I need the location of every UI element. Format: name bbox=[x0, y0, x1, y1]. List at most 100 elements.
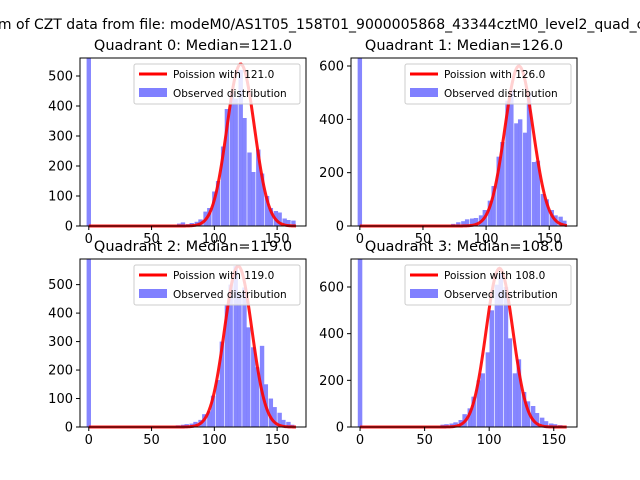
subplot-title: Quadrant 0: Median=121.0 bbox=[94, 38, 292, 54]
y-tick-label: 400 bbox=[48, 100, 73, 115]
histogram-bar bbox=[247, 152, 252, 226]
histogram-bar bbox=[503, 287, 509, 427]
histogram-bar bbox=[464, 219, 470, 226]
histogram-bar bbox=[286, 421, 291, 427]
histogram-bar bbox=[485, 352, 491, 427]
histogram-bar bbox=[268, 208, 274, 226]
axes-frame bbox=[79, 258, 307, 428]
legend-label-observed: Observed distribution bbox=[173, 88, 287, 100]
bars bbox=[86, 58, 296, 226]
histogram-bar bbox=[539, 417, 545, 427]
histogram-bar bbox=[282, 218, 287, 226]
legend-label-observed: Observed distribution bbox=[444, 289, 558, 301]
x-tick-label: 100 bbox=[202, 232, 227, 247]
histogram-bar bbox=[467, 408, 473, 427]
y-tick-label: 500 bbox=[48, 70, 73, 85]
subplot-title: Quadrant 2: Median=119.0 bbox=[94, 239, 292, 255]
histogram-bar bbox=[286, 220, 291, 226]
histogram-bar bbox=[469, 218, 475, 226]
histogram-bar bbox=[480, 373, 485, 427]
histogram-bar bbox=[535, 160, 541, 226]
x-tick-label: 50 bbox=[143, 232, 160, 247]
subplot-quadrant-2: 0 50 100 150 0 100 200 300 400 500 Quadrant 2: Med… bbox=[48, 239, 307, 448]
legend-bar-swatch bbox=[410, 289, 438, 298]
legend-label-fit: Poission with 108.0 bbox=[444, 270, 545, 282]
histogram-bar bbox=[558, 216, 563, 226]
histogram-bar bbox=[229, 92, 235, 226]
histogram-bar bbox=[233, 266, 238, 427]
histogram-bar bbox=[256, 149, 261, 226]
histogram-bar bbox=[86, 259, 91, 427]
legend-box bbox=[133, 264, 301, 306]
subplot-title: Quadrant 3: Median=108.0 bbox=[365, 239, 563, 255]
histogram-bar bbox=[228, 284, 233, 427]
histogram-bar bbox=[498, 273, 504, 427]
subplot-title: Quadrant 1: Median=126.0 bbox=[365, 38, 563, 54]
x-tick-label: 100 bbox=[477, 433, 502, 448]
axes-frame bbox=[79, 57, 307, 227]
subplot-quadrant-0: 0 50 100 150 0 100 200 300 400 500 Quadrant 0: Med… bbox=[48, 38, 307, 247]
histogram-bar bbox=[357, 259, 363, 427]
histogram-bar bbox=[456, 222, 461, 226]
x-tick-label: 150 bbox=[265, 433, 290, 448]
histogram-bar bbox=[494, 284, 500, 427]
histogram-bar bbox=[210, 395, 216, 427]
histogram-bar bbox=[277, 212, 282, 226]
y-tick-label: 0 bbox=[336, 220, 344, 235]
histogram-bar bbox=[224, 109, 230, 226]
histogram-bar bbox=[251, 172, 256, 226]
histogram-bar bbox=[461, 221, 466, 226]
histogram-bar bbox=[220, 146, 226, 226]
legend: Poission with 126.0 Observed distribution bbox=[404, 63, 572, 105]
y-tick-label: 200 bbox=[319, 374, 344, 389]
legend-label-fit: Poission with 119.0 bbox=[173, 270, 274, 282]
histogram-bar bbox=[242, 287, 247, 427]
histogram-bar bbox=[507, 338, 513, 427]
x-tick-label: 0 bbox=[356, 433, 364, 448]
histogram-bar bbox=[212, 191, 217, 226]
histogram-bar bbox=[242, 118, 247, 226]
histogram-bar bbox=[517, 119, 523, 226]
histogram-bar bbox=[233, 98, 238, 226]
axes-frame bbox=[350, 258, 578, 428]
histogram-bar bbox=[471, 396, 476, 427]
histogram-bar bbox=[277, 412, 282, 427]
histogram-bar bbox=[523, 132, 528, 226]
histogram-bar bbox=[272, 407, 277, 427]
histogram-bar bbox=[453, 422, 458, 427]
histogram-bar bbox=[291, 220, 296, 226]
histogram-bar bbox=[505, 100, 510, 226]
histogram-bar bbox=[540, 194, 546, 226]
x-tick-label: 100 bbox=[474, 232, 499, 247]
y-tick-label: 300 bbox=[48, 335, 73, 350]
legend-bar-swatch bbox=[410, 88, 438, 97]
histogram-bar bbox=[180, 222, 186, 226]
histogram-bar bbox=[281, 419, 286, 427]
histogram-bar bbox=[509, 90, 514, 226]
axes-frame bbox=[350, 57, 578, 227]
legend-box bbox=[404, 264, 572, 306]
figure-suptitle: Histogram of CZT data from file: modeM0/… bbox=[0, 17, 640, 33]
histogram-bar bbox=[491, 186, 496, 226]
histogram-bar bbox=[544, 199, 549, 226]
legend-box bbox=[133, 63, 301, 105]
y-tick-label: 400 bbox=[319, 113, 344, 128]
subplot-quadrant-1: 0 50 100 150 0 200 400 600 Quadrant 1: Median=12… bbox=[319, 38, 578, 247]
histogram-bar bbox=[207, 208, 212, 226]
histogram-bar bbox=[534, 413, 540, 427]
histogram-bar bbox=[215, 181, 221, 226]
histogram-bar bbox=[531, 162, 537, 226]
histogram-bar bbox=[548, 423, 554, 427]
subplot-quadrant-3: 0 50 100 150 0 200 400 600 Quadrant 3: Median=10… bbox=[319, 239, 578, 448]
x-tick-label: 50 bbox=[143, 433, 160, 448]
legend: Poission with 121.0 Observed distribution bbox=[133, 63, 301, 105]
histogram-bar bbox=[254, 367, 260, 427]
histogram-bar bbox=[207, 411, 212, 427]
y-tick-label: 400 bbox=[319, 327, 344, 342]
y-tick-label: 100 bbox=[48, 392, 73, 407]
histogram-bar bbox=[86, 58, 91, 226]
histogram-bar bbox=[237, 293, 242, 427]
x-tick-label: 150 bbox=[265, 232, 290, 247]
legend: Poission with 108.0 Observed distribution bbox=[404, 264, 572, 306]
